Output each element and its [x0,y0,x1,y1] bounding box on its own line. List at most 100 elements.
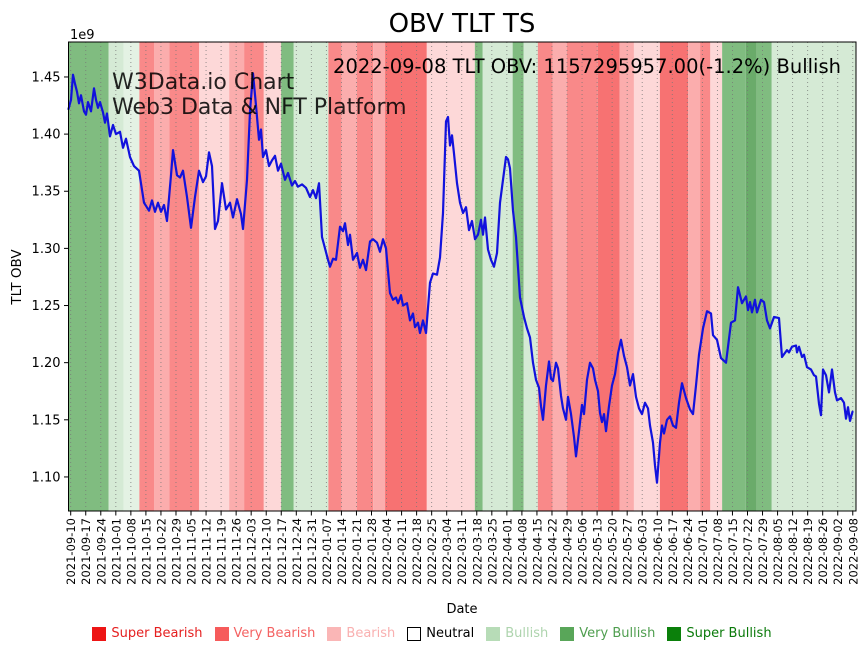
sentiment-band-very-bearish [169,42,200,511]
x-tick-label: 2021-09-17 [79,518,93,585]
x-tick-label: 2021-10-22 [154,518,168,585]
x-tick-label: 2022-02-11 [395,518,409,585]
x-tick-label: 2022-07-22 [741,518,755,585]
y-tick-label: 1.25 [32,299,61,314]
sentiment-band-very-bullish [745,42,757,511]
x-tick-label: 2022-01-07 [320,518,334,585]
sentiment-band-very-bullish [722,42,746,511]
legend-item-bearish: Bearish [327,626,395,642]
x-tick-label: 2021-09-24 [94,518,108,585]
y-tick-label: 1.40 [32,128,61,143]
chart-canvas: 2021-09-10 2021-09-17 2021-09-24 2021-10-01… [9,9,860,617]
legend-swatch-bearish [327,627,342,641]
x-tick-label: 2021-12-10 [260,518,274,585]
legend-label: Bullish [505,626,549,641]
x-tick-label: 2021-12-17 [275,518,289,585]
legend-label: Neutral [426,626,475,641]
x-tick-label: 2022-07-08 [711,518,725,585]
sentiment-band-bullish [108,42,124,511]
y-axis-offset-text: 1e9 [70,28,95,43]
legend-item-very-bullish: Very Bullish [560,626,655,642]
sentiment-band-bearish [552,42,567,511]
legend-label: Very Bearish [233,626,316,641]
x-tick-label: 2022-07-01 [696,518,710,585]
sentiment-band-bearish [633,42,660,511]
y-tick-label: 1.20 [32,356,61,371]
x-tick-label: 2021-10-01 [109,518,123,585]
x-tick-label: 2022-06-10 [651,518,665,585]
x-tick-label: 2022-06-24 [681,518,695,585]
y-tick-label: 1.45 [32,70,61,85]
sentiment-bands-layer [68,42,856,511]
x-tick-label: 2022-09-08 [846,518,860,585]
sentiment-band-very-bullish [281,42,294,511]
sentiment-band-bullish [293,42,329,511]
x-tick-label: 2021-12-03 [245,518,259,585]
sentiment-band-very-bearish [328,42,342,511]
sentiment-band-bearish [199,42,230,511]
sentiment-band-bullish [771,42,856,511]
x-tick-label: 2022-04-01 [500,518,514,585]
plot-border [68,41,857,512]
sentiment-band-bearish [341,42,357,511]
sentiment-band-very-bearish [700,42,711,511]
x-tick-label: 2022-09-02 [831,518,845,585]
sentiment-band-very-bearish [356,42,374,511]
legend-swatch-bullish [486,627,501,641]
sentiment-band-bearish [688,42,701,511]
x-tick-label: 2022-04-15 [530,518,544,585]
legend-swatch-very-bullish [560,627,575,641]
sentiment-band-bullish [523,42,538,511]
sentiment-band-very-bearish [566,42,598,511]
x-tick-label: 2022-08-12 [786,518,800,585]
x-axis-label: Date [446,602,477,617]
legend-swatch-very-bearish [214,627,229,641]
sentiment-band-bearish [373,42,386,511]
x-tick-label: 2022-03-25 [485,518,499,585]
x-tick-label: 2021-11-26 [230,518,244,585]
y-axis-layer: 1.10 1.15 1.20 1.25 1.30 1.35 1.40 1.45 [32,70,69,485]
x-tick-label: 2022-05-27 [621,518,635,585]
legend-item-bullish: Bullish [486,626,548,642]
legend-item-super-bullish: Super Bullish [667,626,772,642]
x-tick-label: 2022-05-06 [576,518,590,585]
x-tick-label: 2021-10-29 [169,518,183,585]
y-tick-label: 1.35 [32,185,61,200]
legend-item-neutral: Neutral [407,626,474,642]
x-tick-label: 2022-04-29 [561,518,575,585]
legend-swatch-neutral [407,627,422,641]
sentiment-band-very-bearish [537,42,553,511]
x-tick-label: 2021-12-24 [290,518,304,585]
sentiment-band-bearish [229,42,245,511]
legend-item-super-bearish: Super Bearish [92,626,203,642]
chart-title: OBV TLT TS [389,9,536,39]
watermark-line-1: W3Data.io Chart [112,70,295,95]
x-tick-label: 2022-06-03 [636,518,650,585]
sentiment-band-bearish [154,42,170,511]
obv-line-layer [67,72,854,484]
x-tick-label: 2021-10-08 [124,518,138,585]
sentiment-band-very-bullish [474,42,483,511]
x-tick-label: 2022-01-28 [365,518,379,585]
x-tick-label: 2022-07-15 [726,518,740,585]
x-tick-label: 2022-06-17 [666,518,680,585]
sentiment-band-very-bearish [244,42,264,511]
x-tick-label: 2022-07-29 [756,518,770,585]
x-tick-label: 2022-01-21 [350,518,364,585]
y-tick-label: 1.30 [32,242,61,257]
x-tick-label: 2022-01-14 [335,518,349,585]
sentiment-band-very-bearish [139,42,155,511]
sentiment-band-bearish [426,42,475,511]
sentiment-band-bullish [482,42,513,511]
legend-label: Very Bullish [579,626,656,641]
obv-line [67,72,854,484]
sentiment-band-bullish [123,42,140,511]
sentiment-band-very-bullish [756,42,772,511]
x-tick-label: 2021-09-10 [64,518,78,585]
sentiment-band-very-bearish [597,42,620,511]
legend-item-very-bearish: Very Bearish [214,626,316,642]
x-tick-label: 2022-05-13 [591,518,605,585]
x-tick-label: 2021-11-19 [215,518,229,585]
x-tick-label: 2021-11-12 [200,518,214,585]
x-tick-label: 2022-05-20 [606,518,620,585]
